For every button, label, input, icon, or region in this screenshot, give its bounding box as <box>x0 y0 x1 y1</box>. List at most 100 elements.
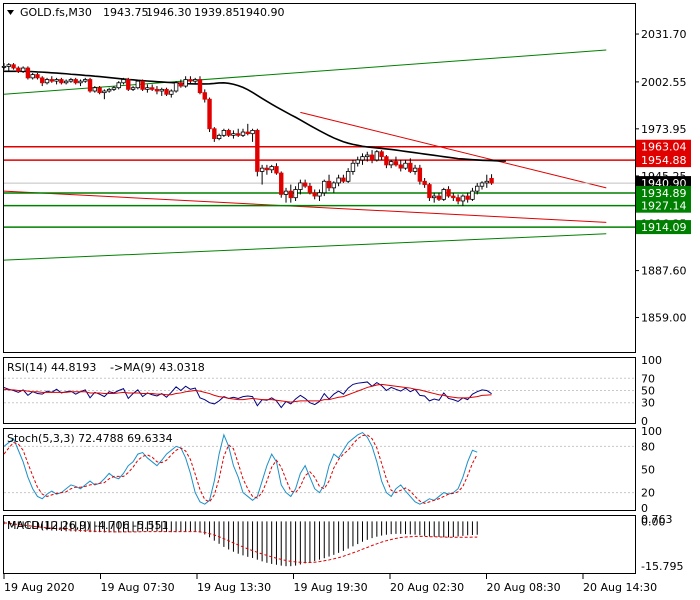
candle <box>427 182 432 201</box>
candle <box>336 174 341 187</box>
candle <box>202 89 207 103</box>
candle <box>441 187 446 201</box>
candle-body <box>178 82 184 87</box>
candle <box>173 81 179 93</box>
candle-body <box>360 156 365 161</box>
candle <box>207 97 212 133</box>
candle <box>298 179 303 195</box>
candle <box>398 159 403 172</box>
candle-body <box>78 80 83 84</box>
rsi-tick-label: 50 <box>641 385 655 398</box>
stoch-tick-label: 0 <box>641 502 648 515</box>
candle-body <box>121 79 126 84</box>
candle <box>106 87 112 93</box>
candle-body <box>73 79 78 84</box>
dropdown-triangle-icon[interactable] <box>7 10 14 15</box>
candle <box>25 66 31 80</box>
candle <box>384 155 389 169</box>
time-tick-label: 20 Aug 02:30 <box>390 581 464 594</box>
time-tick-label: 20 Aug 14:30 <box>583 581 657 594</box>
macd-tick-label: 0.763 <box>641 513 673 526</box>
candle <box>279 171 284 198</box>
candle-body <box>59 79 64 84</box>
candle <box>350 159 356 175</box>
candle-body <box>412 167 418 172</box>
candle <box>11 63 16 70</box>
candle <box>245 123 250 136</box>
candle-body <box>250 129 255 135</box>
price-tick-label: 1887.60 <box>641 265 687 278</box>
candle <box>455 194 461 205</box>
candle-body <box>35 74 40 79</box>
candle <box>169 89 174 98</box>
candle-body <box>384 156 389 166</box>
candle-body <box>159 88 164 92</box>
stoch-k-line <box>3 431 478 505</box>
candle-body <box>288 190 293 199</box>
candle-body <box>302 182 308 187</box>
candle-body <box>226 129 231 136</box>
candle <box>283 187 289 203</box>
open-value: 1943.75 <box>103 6 149 19</box>
candle <box>78 79 83 87</box>
candle <box>475 182 480 195</box>
candle-body <box>298 182 303 190</box>
candle-body <box>40 77 45 84</box>
candle-body <box>369 154 375 161</box>
candle <box>302 179 308 188</box>
candle <box>183 76 188 88</box>
candle <box>1 63 7 70</box>
candle-body <box>441 189 446 200</box>
candle <box>126 77 131 91</box>
candle-body <box>126 79 131 90</box>
stoch-level-lines <box>4 445 635 494</box>
candle-body <box>49 79 54 82</box>
candle-body <box>135 80 141 89</box>
candle-body <box>312 192 317 197</box>
candle <box>121 77 126 85</box>
candle <box>293 186 298 201</box>
candle <box>312 189 317 200</box>
time-axis: 19 Aug 2020 19 Aug 07:30 19 Aug 13:30 19 Au… <box>3 574 657 594</box>
rsi-label: RSI(14) 44.8193 <box>7 361 96 374</box>
stoch-panel-frame <box>3 428 636 511</box>
candle-body <box>388 161 394 166</box>
candle-body <box>30 74 35 79</box>
candle <box>44 77 50 85</box>
candle-body <box>470 190 475 200</box>
candle <box>365 151 370 162</box>
trendline <box>3 190 607 223</box>
candle-body <box>436 195 442 200</box>
candle <box>255 128 260 177</box>
stoch-tick-label: 50 <box>641 464 655 477</box>
candle-body <box>140 80 145 90</box>
price-tick-label: 2002.55 <box>641 76 687 89</box>
macd-tick-label: -15.795 <box>641 560 683 573</box>
candle <box>140 79 145 91</box>
candle-body <box>336 177 341 184</box>
candle-body <box>350 162 356 172</box>
candle-body <box>164 88 169 95</box>
candle <box>259 164 265 185</box>
price-tick-label: 1859.00 <box>641 312 687 325</box>
candle <box>240 128 246 137</box>
candle <box>489 174 494 185</box>
candle <box>68 77 74 83</box>
candle-body <box>326 180 332 189</box>
macd-tick-label: 0.00 <box>641 515 666 528</box>
stoch-tick-label: 100 <box>641 425 662 438</box>
candle <box>274 163 279 175</box>
rsi-tick-label: 100 <box>641 354 662 367</box>
candles <box>1 63 494 206</box>
candle-body <box>341 177 346 182</box>
candle <box>159 87 164 96</box>
candle-body <box>216 134 222 140</box>
time-tick-label: 19 Aug 2020 <box>4 581 74 594</box>
candle <box>92 86 98 93</box>
close-value: 1940.90 <box>239 6 285 19</box>
candle-body <box>379 151 384 158</box>
trendline <box>3 233 607 261</box>
candle-body <box>202 92 207 100</box>
